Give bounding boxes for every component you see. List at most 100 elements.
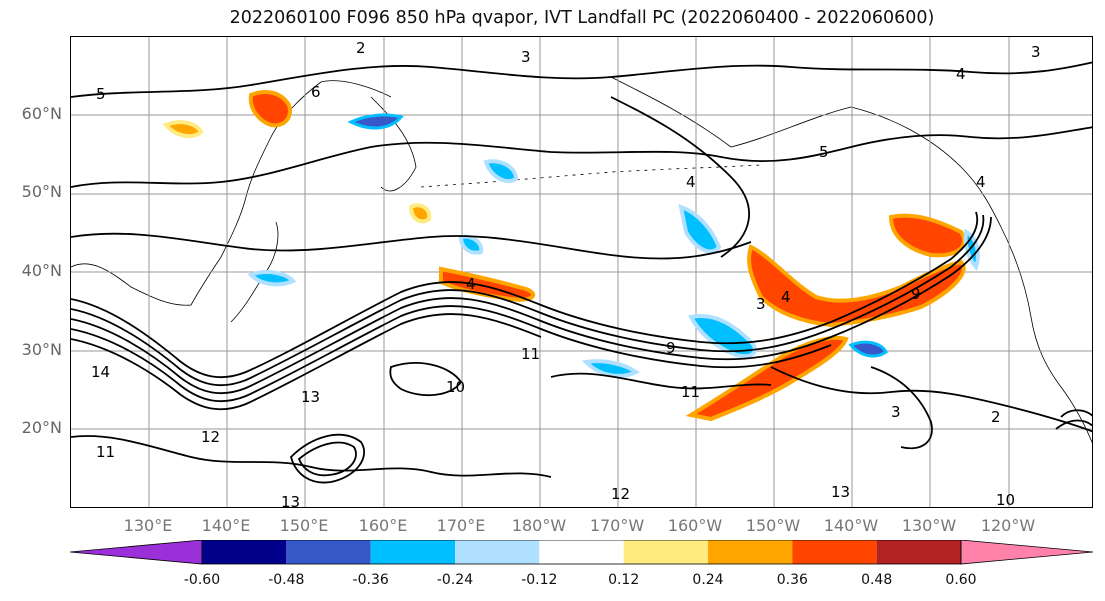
contour-line <box>1060 409 1092 418</box>
lat-label-30n: 30°N <box>21 340 62 359</box>
lon-label-140w: 140°W <box>823 516 879 535</box>
contour-label: 6 <box>311 83 321 101</box>
colorbar-tick-label: 0.36 <box>776 572 808 588</box>
contour-line <box>770 366 1092 433</box>
lat-label-60n: 60°N <box>21 104 62 123</box>
colorbar-segment <box>792 540 877 564</box>
contour-label: 4 <box>976 173 986 191</box>
colorbar-segment <box>455 540 540 564</box>
contour-label: 4 <box>956 65 966 83</box>
aleutian-chain <box>420 164 762 188</box>
contour-label: 14 <box>91 363 110 381</box>
alaska-coastline <box>610 76 1002 228</box>
north-america-coastline <box>1000 226 1092 444</box>
positive-anomaly-patch <box>162 120 204 139</box>
colorbar-tick-label: -0.48 <box>268 572 305 588</box>
contour-label: 11 <box>96 443 115 461</box>
contour-line <box>289 433 366 484</box>
positive-anomaly-patch <box>408 203 432 224</box>
contour-line <box>389 362 463 397</box>
negative-anomaly-patch <box>581 359 640 378</box>
contour-line <box>71 61 1092 98</box>
contour-label: 3 <box>1031 43 1041 61</box>
contour-label: 3 <box>891 403 901 421</box>
lon-label-130e: 130°E <box>123 516 173 535</box>
contour-label: 12 <box>611 485 630 503</box>
contour-label: 2 <box>991 408 1001 426</box>
colorbar-segment <box>708 540 793 564</box>
contour-label: 5 <box>819 143 829 161</box>
positive-anomaly-patch <box>685 335 849 422</box>
contour-line <box>71 435 552 478</box>
colorbar-tick-label: 0.24 <box>692 572 724 588</box>
positive-anomaly-patch <box>888 213 967 258</box>
ivt-contours <box>71 61 1092 484</box>
negative-anomaly-patch <box>687 314 757 359</box>
qvapor-shading <box>162 90 980 422</box>
colorbar-segments <box>70 540 1094 565</box>
lon-label-150w: 150°W <box>745 516 801 535</box>
negative-anomaly-patch <box>347 113 404 130</box>
contour-label: 10 <box>996 491 1015 508</box>
lon-label-180w: 180°W <box>511 516 567 535</box>
contour-label: 13 <box>831 483 850 501</box>
asia-coastline <box>71 80 392 306</box>
colorbar-outline <box>201 540 962 565</box>
coastlines <box>71 76 1092 444</box>
contour-label: 13 <box>301 388 320 406</box>
contour-label: 3 <box>521 48 531 66</box>
colorbar-segment <box>286 540 371 564</box>
map-canvas: 2 3 4 5 6 3 5 4 4 3 4 4 9 9 11 11 12 11 … <box>71 37 1092 508</box>
negative-anomaly-patch <box>483 159 519 183</box>
colorbar-segment <box>539 540 624 564</box>
colorbar-segment <box>960 540 1094 565</box>
lon-label-160w: 160°W <box>667 516 723 535</box>
lat-label-40n: 40°N <box>21 261 62 280</box>
positive-anomaly-patch <box>248 90 292 128</box>
contour-line <box>1055 419 1092 430</box>
colorbar-tick-label: -0.60 <box>183 572 221 588</box>
lon-label-170w: 170°W <box>589 516 645 535</box>
negative-anomaly-patch <box>848 340 888 358</box>
contour-line <box>297 441 357 477</box>
contour-line <box>550 372 772 390</box>
contour-label: 4 <box>686 173 696 191</box>
lon-label-170e: 170°E <box>436 516 486 535</box>
contour-line <box>71 214 985 387</box>
contour-label: 9 <box>666 339 676 357</box>
map-title: 2022060100 F096 850 hPa qvapor, IVT Land… <box>229 8 935 28</box>
colorbar <box>70 540 1094 565</box>
lon-label-130w: 130°W <box>901 516 957 535</box>
colorbar-tick-label: 0.12 <box>608 572 640 588</box>
lon-label-150e: 150°E <box>279 516 329 535</box>
negative-anomaly-patch <box>458 234 484 255</box>
graticule <box>71 37 1092 507</box>
contour-label: 3 <box>756 295 766 313</box>
colorbar-tick-label: 0.60 <box>945 572 977 588</box>
contour-label: 4 <box>781 288 791 306</box>
contour-line <box>71 126 1092 188</box>
contour-label: 11 <box>521 345 540 363</box>
contour-line <box>870 366 933 450</box>
lon-label-160e: 160°E <box>358 516 408 535</box>
colorbar-segment <box>370 540 455 564</box>
positive-anomaly-patch <box>747 244 966 328</box>
contour-line <box>71 232 752 260</box>
lon-label-140e: 140°E <box>201 516 251 535</box>
contour-line <box>71 313 542 411</box>
contour-line <box>71 216 992 395</box>
map-panel: 2 3 4 5 6 3 5 4 4 3 4 4 9 9 11 11 12 11 … <box>70 36 1093 508</box>
kamchatka-coastline <box>370 96 417 192</box>
colorbar-tick-label: -0.12 <box>521 572 558 588</box>
contour-label: 10 <box>446 378 465 396</box>
colorbar-segment <box>876 540 961 564</box>
colorbar-tick-label: -0.24 <box>436 572 474 588</box>
contour-label: 4 <box>466 275 476 293</box>
colorbar-tick-label: 0.48 <box>861 572 893 588</box>
colorbar-segment <box>623 540 708 564</box>
lat-label-20n: 20°N <box>21 418 62 437</box>
negative-anomaly-patch <box>678 204 722 254</box>
negative-anomaly-patch <box>247 270 297 287</box>
contour-line <box>71 305 832 403</box>
colorbar-tick-label: -0.36 <box>352 572 389 588</box>
